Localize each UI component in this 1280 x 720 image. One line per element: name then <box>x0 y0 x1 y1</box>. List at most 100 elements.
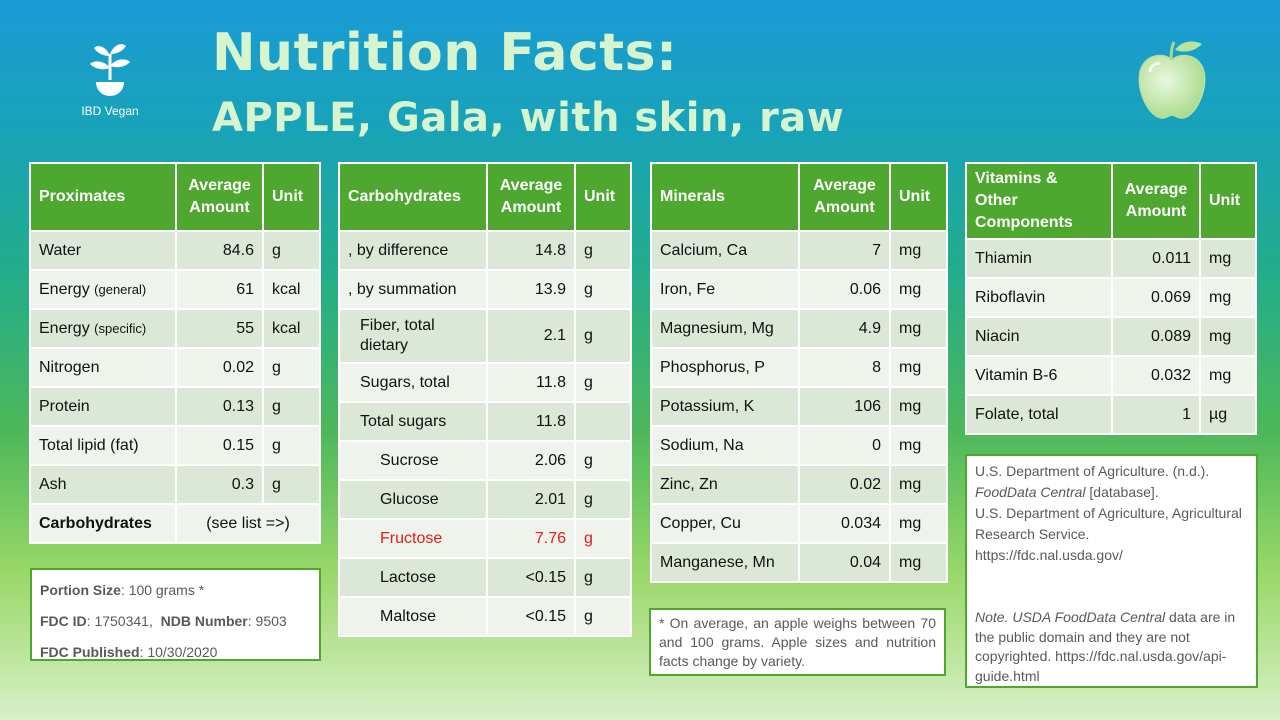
nutrient-value: <0.15 <box>486 557 576 598</box>
fdc-published-label: FDC Published <box>40 644 140 660</box>
nutrient-unit: µg <box>1199 394 1257 435</box>
table-row: Sucrose 2.06 g <box>338 440 632 481</box>
nutrient-name: Energy <box>39 280 90 298</box>
nutrient-name: Niacin <box>965 316 1113 357</box>
title-line-2: APPLE, Gala, with skin, raw <box>212 95 845 141</box>
table-row: Sodium, Na 0 mg <box>650 425 948 466</box>
table-row: Sugars, total 11.8 g <box>338 362 632 403</box>
nutrient-name: Carbohydrates <box>29 503 177 544</box>
nutrient-unit: mg <box>1199 316 1257 357</box>
nutrient-name: Sodium, Na <box>650 425 800 466</box>
table-row: Fiber, total dietary 2.1 g <box>338 308 632 364</box>
nutrient-value: 55 <box>175 308 264 349</box>
citation-url[interactable]: https://fdc.nal.usda.gov/ <box>975 547 1123 563</box>
nutrient-name: Protein <box>29 386 177 427</box>
nutrient-name: Ash <box>29 464 177 505</box>
table-row: Total sugars 11.8 <box>338 401 632 442</box>
nutrient-unit: g <box>262 230 321 271</box>
nutrient-name: Energy <box>39 319 90 337</box>
nutrient-name: Fructose <box>338 518 488 559</box>
table-row: Niacin 0.089 mg <box>965 316 1257 357</box>
nutrient-value: 0.069 <box>1111 277 1201 318</box>
nutrient-name: , by difference <box>338 230 488 271</box>
nutrient-value: 13.9 <box>486 269 576 310</box>
apple-icon <box>1138 41 1206 119</box>
table-row: Thiamin 0.011 mg <box>965 238 1257 279</box>
nutrient-name: , by summation <box>338 269 488 310</box>
column-header: Minerals <box>650 162 800 232</box>
portion-size-value: 100 grams * <box>128 582 205 598</box>
column-header: Unit <box>262 162 321 232</box>
brand-logo: IBD Vegan <box>72 40 148 118</box>
fdc-published-value: 10/30/2020 <box>147 644 218 660</box>
nutrient-name: Maltose <box>338 596 488 637</box>
note-url[interactable]: https://fdc.nal.usda.gov/api-guide.html <box>975 648 1227 684</box>
citation-title: FoodData Central <box>975 484 1086 500</box>
nutrient-name: Manganese, Mn <box>650 542 800 583</box>
nutrient-unit: kcal <box>262 308 321 349</box>
brand-name: IBD Vegan <box>81 104 139 118</box>
column-header: Average Amount <box>175 162 264 232</box>
citation-publisher: U.S. Department of Agriculture, Agricult… <box>975 505 1242 542</box>
column-header: Vitamins & Other Components <box>965 162 1113 240</box>
nutrient-value: 0.13 <box>175 386 264 427</box>
nutrient-unit: g <box>574 269 632 310</box>
column-header: Average Amount <box>486 162 576 232</box>
table-row: Vitamin B-6 0.032 mg <box>965 355 1257 396</box>
nutrient-name: Thiamin <box>965 238 1113 279</box>
nutrient-value: 0.034 <box>798 503 891 544</box>
table-row: Nitrogen 0.02 g <box>29 347 321 388</box>
citation-line-1: U.S. Department of Agriculture. (n.d.). <box>975 463 1210 479</box>
nutrient-unit: mg <box>889 464 948 505</box>
column-header: Unit <box>1199 162 1257 240</box>
table-row: Riboflavin 0.069 mg <box>965 277 1257 318</box>
nutrient-name: Nitrogen <box>29 347 177 388</box>
nutrient-unit: mg <box>889 503 948 544</box>
table-row: Lactose <0.15 g <box>338 557 632 598</box>
nutrient-value: 0.02 <box>798 464 891 505</box>
nutrient-value: 0.3 <box>175 464 264 505</box>
nutrient-unit: mg <box>889 386 948 427</box>
nutrient-qualifier: (general) <box>94 281 147 297</box>
nutrient-value: <0.15 <box>486 596 576 637</box>
footnote-box: * On average, an apple weighs between 70… <box>649 608 946 676</box>
usage-note: Note. USDA FoodData Central data are in … <box>975 608 1248 686</box>
table-row: Carbohydrates (see list =>) <box>29 503 321 544</box>
table-row: , by summation 13.9 g <box>338 269 632 310</box>
nutrient-unit: mg <box>889 347 948 388</box>
nutrient-unit: mg <box>1199 238 1257 279</box>
nutrient-unit: g <box>262 347 321 388</box>
nutrient-unit: g <box>574 308 632 364</box>
nutrient-unit: g <box>574 518 632 559</box>
nutrient-unit: mg <box>889 269 948 310</box>
vitamins-table: Vitamins & Other Components Average Amou… <box>965 162 1257 435</box>
minerals-table: Minerals Average Amount Unit Calcium, Ca… <box>650 162 948 583</box>
nutrient-value: 11.8 <box>486 362 576 403</box>
column-header: Carbohydrates <box>338 162 488 232</box>
nutrient-unit: kcal <box>262 269 321 310</box>
table-row: Protein 0.13 g <box>29 386 321 427</box>
nutrient-unit: mg <box>1199 277 1257 318</box>
nutrient-value: 106 <box>798 386 891 427</box>
nutrient-value: 11.8 <box>486 401 576 442</box>
table-row: Manganese, Mn 0.04 mg <box>650 542 948 583</box>
nutrient-unit: g <box>262 425 321 466</box>
nutrient-value: 14.8 <box>486 230 576 271</box>
nutrient-unit: mg <box>1199 355 1257 396</box>
table-row: Iron, Fe 0.06 mg <box>650 269 948 310</box>
table-row: Folate, total 1 µg <box>965 394 1257 435</box>
citation-database: [database]. <box>1089 484 1159 500</box>
portion-size-label: Portion Size <box>40 582 121 598</box>
page-title: Nutrition Facts: APPLE, Gala, with skin,… <box>212 20 844 144</box>
table-row: Potassium, K 106 mg <box>650 386 948 427</box>
nutrient-name: Folate, total <box>965 394 1113 435</box>
nutrient-name: Lactose <box>338 557 488 598</box>
table-row: Water 84.6 g <box>29 230 321 271</box>
nutrient-value: 61 <box>175 269 264 310</box>
ndb-number-value: 9503 <box>255 613 287 629</box>
table-row: Zinc, Zn 0.02 mg <box>650 464 948 505</box>
nutrient-name: Iron, Fe <box>650 269 800 310</box>
nutrient-unit: g <box>262 386 321 427</box>
nutrient-name: Riboflavin <box>965 277 1113 318</box>
title-line-1: Nutrition Facts: <box>212 23 678 83</box>
